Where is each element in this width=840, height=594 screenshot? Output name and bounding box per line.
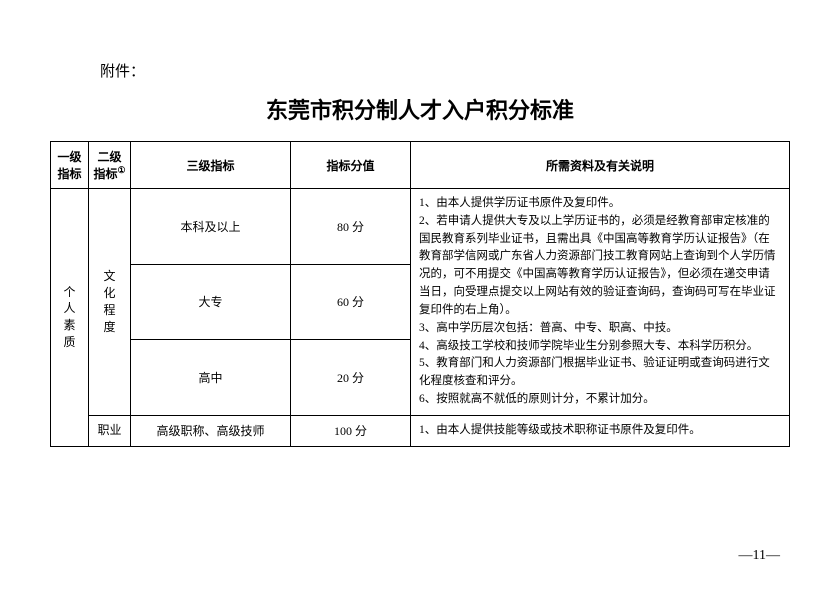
page-title: 东莞市积分制人才入户积分标准: [50, 93, 790, 125]
header-l1: 一级指标: [51, 142, 89, 189]
page-number: —11—: [739, 548, 780, 564]
table-row: 个人素质 文化程度 本科及以上 80 分 1、由本人提供学历证书原件及复印件。 …: [51, 189, 790, 265]
header-l3: 三级指标: [131, 142, 291, 189]
attachment-prefix: 附件：: [100, 60, 790, 81]
l3-cell: 大专: [131, 264, 291, 340]
occupation-desc-cell: 1、由本人提供技能等级或技术职称证书原件及复印件。: [411, 415, 790, 446]
l3-cell: 高中: [131, 340, 291, 416]
table-header-row: 一级指标 二级指标① 三级指标 指标分值 所需资料及有关说明: [51, 142, 790, 189]
l3-cell: 高级职称、高级技师: [131, 415, 291, 446]
l3-cell: 本科及以上: [131, 189, 291, 265]
header-l2: 二级指标①: [89, 142, 131, 189]
score-cell: 100 分: [291, 415, 411, 446]
level2-occupation-cell: 职业: [89, 415, 131, 446]
score-cell: 20 分: [291, 340, 411, 416]
header-l4: 指标分值: [291, 142, 411, 189]
score-cell: 60 分: [291, 264, 411, 340]
table-row: 职业 高级职称、高级技师 100 分 1、由本人提供技能等级或技术职称证书原件及…: [51, 415, 790, 446]
level2-culture-cell: 文化程度: [89, 189, 131, 416]
level1-cell: 个人素质: [51, 189, 89, 447]
score-cell: 80 分: [291, 189, 411, 265]
culture-desc-cell: 1、由本人提供学历证书原件及复印件。 2、若申请人提供大专及以上学历证书的，必须…: [411, 189, 790, 416]
header-desc: 所需资料及有关说明: [411, 142, 790, 189]
standards-table: 一级指标 二级指标① 三级指标 指标分值 所需资料及有关说明 个人素质 文化程度…: [50, 141, 790, 447]
